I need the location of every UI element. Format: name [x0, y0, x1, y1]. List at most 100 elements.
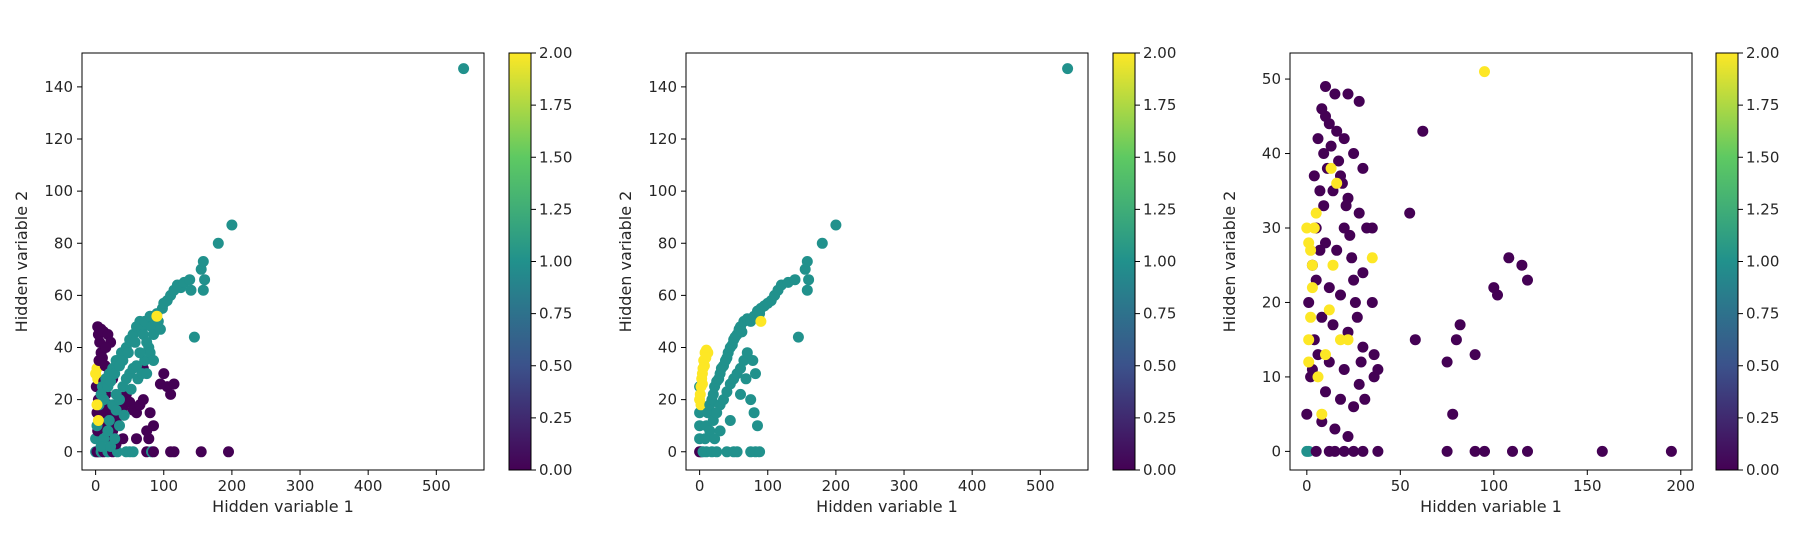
data-point: [1357, 341, 1369, 353]
y-tick-label: 100: [648, 182, 677, 200]
data-point: [803, 274, 815, 286]
y-tick-label: 20: [658, 391, 677, 409]
colorbar-tick-label: 1.75: [1143, 96, 1176, 114]
data-point: [1441, 356, 1453, 368]
x-tick-label: 200: [822, 477, 851, 495]
data-point: [1329, 423, 1341, 435]
x-tick-label: 100: [149, 477, 178, 495]
data-point: [1303, 334, 1315, 346]
data-point: [1331, 244, 1343, 256]
data-point: [114, 420, 125, 432]
data-point: [144, 407, 156, 419]
colorbar-tick-label: 0.00: [1746, 461, 1779, 479]
data-point: [1366, 297, 1378, 308]
data-point: [1492, 289, 1503, 301]
colorbar-tick-label: 2.00: [539, 44, 572, 62]
data-point: [711, 446, 723, 458]
data-point: [1323, 304, 1335, 316]
data-point: [110, 404, 122, 416]
data-point: [197, 256, 209, 267]
plot-frame: [685, 52, 1089, 471]
data-point: [185, 284, 197, 296]
y-axis-label: Hidden variable 2: [1220, 191, 1239, 333]
data-point: [1305, 311, 1317, 323]
data-point: [695, 399, 707, 411]
data-point: [1331, 177, 1343, 189]
data-point: [747, 355, 759, 366]
x-tick-label: 400: [354, 477, 383, 495]
data-point: [114, 394, 125, 406]
data-point: [91, 399, 103, 411]
data-point: [1469, 349, 1481, 361]
colorbar-tick-label: 1.25: [539, 200, 572, 218]
data-point: [1316, 408, 1328, 420]
data-point: [195, 446, 207, 458]
data-point: [1441, 445, 1453, 457]
data-point: [100, 342, 112, 353]
y-tick-label: 120: [648, 130, 677, 148]
x-tick-label: 200: [1666, 477, 1695, 495]
x-tick-label: 100: [1479, 477, 1508, 495]
data-point: [1342, 88, 1354, 100]
data-point: [1318, 148, 1330, 159]
x-tick-label: 500: [1026, 477, 1055, 495]
data-point: [792, 331, 804, 343]
data-point: [103, 415, 115, 426]
y-tick-label: 20: [54, 391, 73, 409]
data-point: [1301, 408, 1313, 420]
data-point: [1348, 148, 1360, 159]
colorbar-tick-label: 1.00: [1143, 253, 1176, 271]
y-axis-label: Hidden variable 2: [616, 191, 635, 333]
y-tick-label: 120: [44, 130, 73, 148]
colorbar-gradient: [1715, 52, 1739, 471]
data-point: [1353, 95, 1365, 107]
data-point: [95, 441, 107, 452]
colorbar-tick-label: 0.75: [539, 305, 572, 323]
data-point: [696, 378, 708, 390]
data-point: [748, 407, 760, 419]
data-point: [1301, 222, 1313, 234]
data-point: [1314, 185, 1326, 197]
colorbar-tick-label: 2.00: [1746, 44, 1779, 62]
data-point: [801, 256, 813, 267]
colorbar-tick-label: 0.00: [1143, 461, 1176, 479]
colorbar-tick-label: 2.00: [1143, 44, 1176, 62]
data-point: [1325, 140, 1337, 152]
data-point: [137, 394, 149, 406]
data-point: [755, 315, 767, 327]
colorbar-tick-label: 0.50: [1746, 357, 1779, 375]
data-point: [458, 63, 470, 75]
data-point: [1357, 445, 1369, 457]
colorbar-tick-label: 1.00: [539, 253, 572, 271]
data-point: [740, 373, 752, 385]
x-tick-label: 0: [91, 477, 101, 495]
data-point: [830, 219, 842, 231]
data-point: [1333, 155, 1345, 167]
scatter-points: [694, 63, 1074, 458]
colorbar-tick-label: 0.00: [539, 461, 572, 479]
y-tick-label: 80: [54, 234, 73, 252]
data-point: [1329, 88, 1341, 100]
x-axis-label: Hidden variable 1: [1420, 497, 1562, 516]
data-point: [1507, 445, 1518, 457]
data-point: [131, 360, 142, 372]
scatter-panel-3: 0 50 100 150 200 0 10 20 30 40 50 Hidden variable 1…: [1220, 44, 1779, 516]
y-tick-label: 20: [1262, 293, 1281, 311]
data-point: [724, 415, 736, 426]
data-point: [154, 378, 166, 390]
data-point: [1331, 125, 1343, 137]
data-point: [197, 284, 209, 296]
x-tick-label: 500: [422, 477, 451, 495]
colorbar-gradient: [508, 52, 532, 471]
data-point: [1303, 297, 1315, 308]
colorbar-tick-label: 1.75: [1746, 96, 1779, 114]
data-point: [1316, 311, 1328, 323]
data-point: [1338, 445, 1350, 457]
data-point: [1320, 81, 1331, 92]
data-point: [1353, 207, 1365, 219]
data-point: [1516, 259, 1528, 271]
data-point: [148, 355, 159, 366]
y-tick-label: 0: [667, 443, 677, 461]
colorbar-tick-label: 1.50: [539, 148, 572, 166]
